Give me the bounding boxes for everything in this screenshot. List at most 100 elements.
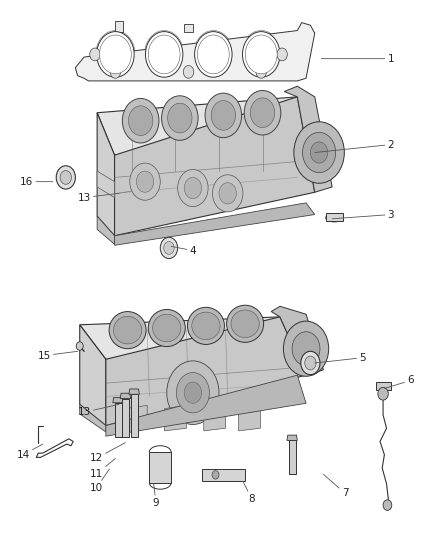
Polygon shape — [289, 440, 296, 474]
Text: 6: 6 — [385, 375, 414, 389]
Circle shape — [251, 98, 275, 127]
Polygon shape — [80, 405, 106, 432]
Polygon shape — [129, 389, 139, 394]
Polygon shape — [97, 113, 115, 236]
Polygon shape — [271, 306, 323, 375]
Ellipse shape — [192, 312, 220, 340]
Ellipse shape — [226, 305, 264, 342]
Circle shape — [256, 66, 266, 78]
Circle shape — [294, 122, 344, 183]
Circle shape — [184, 382, 201, 403]
Circle shape — [99, 35, 131, 74]
Text: 14: 14 — [17, 444, 43, 460]
Text: 4: 4 — [171, 246, 196, 256]
Polygon shape — [97, 97, 315, 155]
Circle shape — [110, 66, 120, 78]
Polygon shape — [120, 393, 131, 399]
Circle shape — [97, 31, 134, 77]
Polygon shape — [97, 171, 115, 198]
Text: 10: 10 — [90, 469, 110, 493]
Circle shape — [178, 169, 208, 207]
Ellipse shape — [231, 310, 259, 337]
Circle shape — [378, 387, 389, 400]
Text: 9: 9 — [152, 484, 159, 508]
Circle shape — [76, 342, 83, 350]
Polygon shape — [325, 214, 343, 221]
Ellipse shape — [148, 310, 185, 346]
Circle shape — [148, 35, 180, 74]
Polygon shape — [80, 317, 306, 359]
Text: 7: 7 — [323, 474, 349, 498]
Polygon shape — [165, 406, 186, 431]
Polygon shape — [115, 203, 315, 245]
Circle shape — [311, 142, 328, 163]
Text: 3: 3 — [332, 209, 394, 220]
Circle shape — [277, 48, 287, 61]
Text: 16: 16 — [20, 176, 53, 187]
Circle shape — [90, 48, 100, 61]
Text: 1: 1 — [321, 54, 394, 63]
Ellipse shape — [113, 317, 142, 344]
Text: 2: 2 — [315, 140, 394, 152]
Circle shape — [164, 241, 174, 254]
Circle shape — [212, 471, 219, 479]
Circle shape — [194, 31, 232, 77]
Polygon shape — [184, 24, 193, 31]
Polygon shape — [97, 216, 115, 244]
Circle shape — [128, 106, 153, 135]
Polygon shape — [125, 406, 147, 431]
Circle shape — [305, 356, 316, 370]
Circle shape — [283, 321, 328, 376]
Circle shape — [160, 237, 178, 259]
Circle shape — [303, 132, 336, 173]
Polygon shape — [75, 22, 315, 81]
Polygon shape — [122, 399, 129, 437]
Ellipse shape — [187, 308, 224, 344]
Text: 15: 15 — [37, 351, 78, 361]
Circle shape — [292, 332, 320, 366]
Circle shape — [60, 171, 71, 184]
Circle shape — [145, 31, 183, 77]
Polygon shape — [80, 325, 106, 425]
Polygon shape — [115, 21, 123, 31]
Circle shape — [136, 171, 154, 192]
Circle shape — [219, 183, 237, 204]
Circle shape — [243, 31, 280, 77]
Circle shape — [205, 93, 242, 138]
Text: 8: 8 — [243, 481, 255, 504]
Polygon shape — [106, 375, 306, 436]
Polygon shape — [113, 398, 123, 403]
Polygon shape — [239, 406, 260, 431]
Circle shape — [244, 91, 281, 135]
Polygon shape — [131, 394, 138, 437]
Ellipse shape — [109, 312, 146, 349]
Ellipse shape — [152, 314, 181, 342]
Polygon shape — [284, 86, 332, 192]
Polygon shape — [287, 435, 297, 440]
Circle shape — [162, 96, 198, 140]
Circle shape — [177, 373, 209, 413]
Circle shape — [212, 175, 243, 212]
Polygon shape — [115, 403, 121, 437]
Circle shape — [198, 35, 229, 74]
Polygon shape — [115, 97, 315, 236]
Circle shape — [168, 103, 192, 133]
Text: 5: 5 — [315, 353, 366, 363]
Polygon shape — [201, 469, 245, 481]
Polygon shape — [149, 452, 171, 483]
Text: 13: 13 — [78, 405, 119, 417]
Polygon shape — [204, 406, 226, 431]
Circle shape — [383, 500, 392, 511]
Circle shape — [167, 361, 219, 424]
Polygon shape — [376, 382, 391, 390]
Text: 11: 11 — [90, 458, 116, 479]
Text: 12: 12 — [90, 442, 125, 463]
Circle shape — [211, 101, 236, 130]
Circle shape — [184, 66, 194, 78]
Polygon shape — [106, 317, 306, 425]
Text: 13: 13 — [78, 192, 119, 203]
Circle shape — [56, 166, 75, 189]
Circle shape — [301, 351, 320, 375]
Circle shape — [184, 177, 201, 199]
Circle shape — [245, 35, 277, 74]
